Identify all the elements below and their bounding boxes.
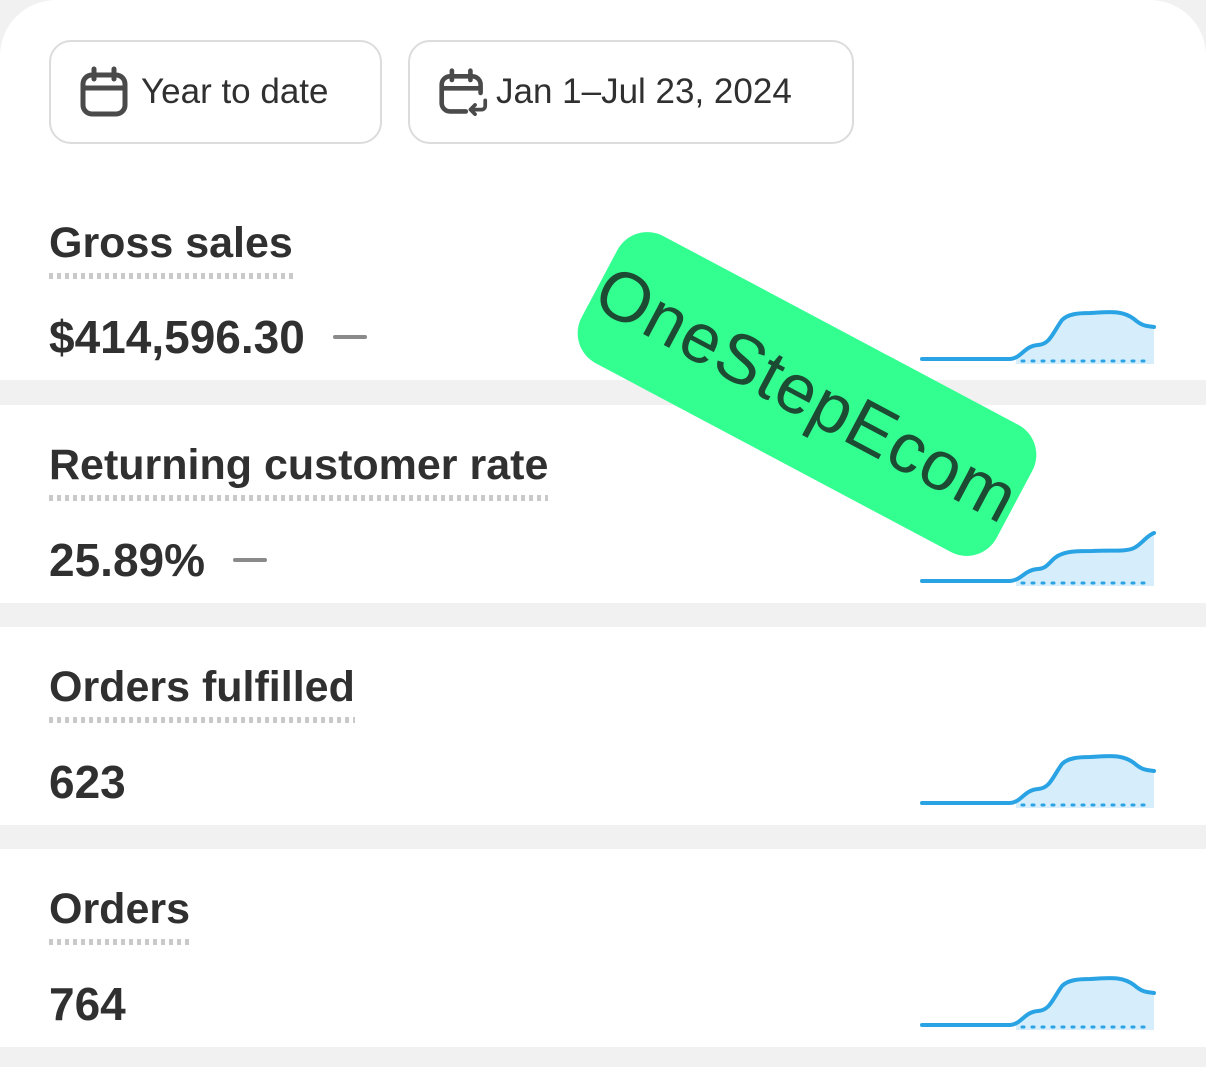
metric-card-orders[interactable]: Orders 764 [0,849,1206,1047]
metric-value-text: 25.89% [49,534,206,586]
sparkline-chart [920,531,1156,586]
dotted-underline [49,939,191,946]
metric-title-text: Gross sales [49,219,293,267]
sparkline-chart [920,310,1156,364]
sparkline-chart [920,754,1156,808]
metric-title[interactable]: Returning customer rate [49,441,549,502]
compare-dates-button[interactable]: Jan 1–Jul 23, 2024 [408,40,854,144]
metric-title-text: Orders fulfilled [49,663,355,711]
metric-value: $414,596.30 [49,312,367,363]
sparkline-line [920,754,1156,805]
metric-value: 25.89% [49,534,268,586]
metric-card-gross-sales[interactable]: Gross sales $414,596.30 [0,0,1206,380]
metric-value: 623 [49,757,126,808]
date-range-button[interactable]: Year to date [49,40,382,144]
dotted-underline [49,717,355,724]
no-change-indicator [332,335,367,340]
dotted-underline [49,495,549,502]
dotted-underline [49,273,293,280]
metric-value: 764 [49,979,126,1030]
sparkline-chart [920,976,1156,1030]
sparkline-line [920,310,1156,361]
date-range-label: Year to date [141,72,329,111]
metric-value-text: 764 [49,978,126,1030]
calendar-icon [79,66,129,118]
metric-title[interactable]: Orders fulfilled [49,663,355,724]
sparkline-line [920,976,1156,1027]
no-change-indicator [233,558,268,563]
metric-title-text: Orders [49,885,191,933]
metric-value-text: 623 [49,756,126,808]
sparkline-area [1016,978,1154,1030]
sparkline-line [920,531,1156,583]
calendar-compare-icon [438,66,488,118]
sparkline-area [1016,312,1154,364]
metric-value-text: $414,596.30 [49,311,305,363]
sparkline-area [1016,756,1154,808]
sparkline-area [1016,533,1154,586]
metric-card-orders-fulfilled[interactable]: Orders fulfilled 623 [0,627,1206,825]
metric-title[interactable]: Orders [49,885,191,946]
date-range-dates-label: Jan 1–Jul 23, 2024 [496,72,792,111]
metric-title-text: Returning customer rate [49,441,549,489]
metric-title[interactable]: Gross sales [49,219,293,280]
